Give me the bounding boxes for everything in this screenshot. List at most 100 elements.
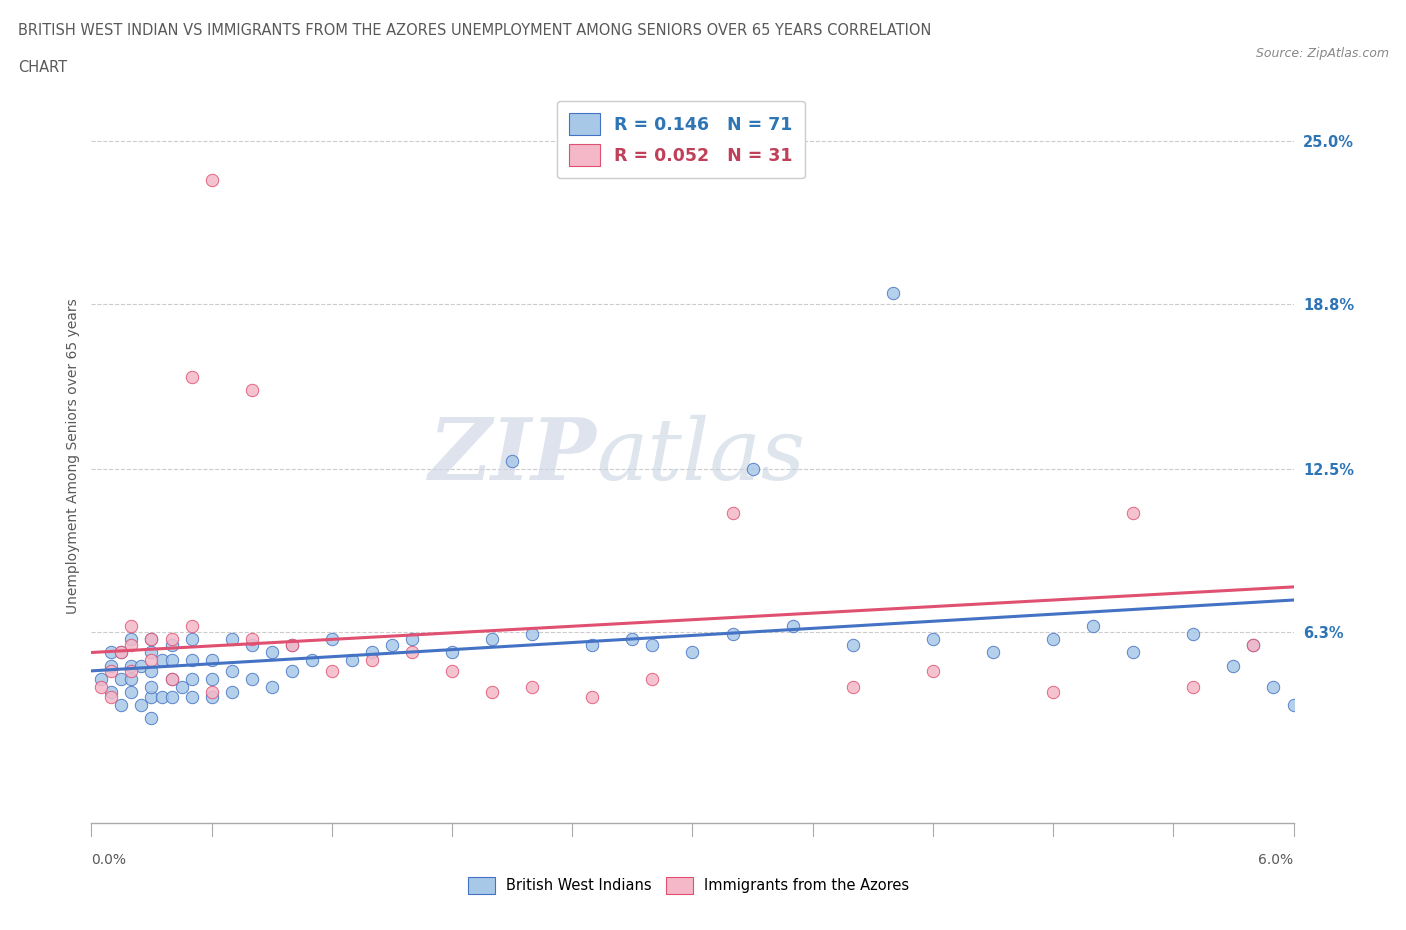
Point: [581, 637, 603, 652]
Point: [110, 671, 132, 686]
Point: [621, 632, 644, 647]
Point: [110, 698, 132, 712]
Point: [121, 671, 143, 686]
Point: [100, 645, 122, 660]
Point: [170, 679, 193, 694]
Point: [180, 690, 202, 705]
Point: [1243, 637, 1265, 652]
Point: [141, 679, 163, 694]
Point: [922, 632, 945, 647]
Point: [981, 645, 1004, 660]
Point: [201, 690, 224, 705]
Point: [141, 645, 163, 660]
Point: [240, 671, 263, 686]
Point: [681, 645, 703, 660]
Point: [90, 679, 112, 694]
Point: [160, 637, 183, 652]
Point: [882, 286, 904, 300]
Point: [121, 632, 143, 647]
Point: [201, 653, 224, 668]
Point: [121, 663, 143, 678]
Point: [340, 653, 363, 668]
Point: [520, 679, 543, 694]
Point: [321, 632, 343, 647]
Point: [1182, 679, 1205, 694]
Point: [180, 618, 202, 633]
Point: [1222, 658, 1244, 673]
Point: [141, 690, 163, 705]
Point: [1042, 684, 1064, 699]
Point: [160, 632, 183, 647]
Point: [721, 627, 744, 642]
Point: [121, 637, 143, 652]
Text: Source: ZipAtlas.com: Source: ZipAtlas.com: [1256, 46, 1389, 60]
Point: [1263, 679, 1285, 694]
Text: ZIP: ZIP: [429, 414, 596, 498]
Point: [841, 637, 863, 652]
Point: [121, 658, 143, 673]
Text: 6.0%: 6.0%: [1258, 853, 1294, 868]
Point: [221, 663, 243, 678]
Point: [150, 653, 173, 668]
Point: [321, 663, 343, 678]
Point: [100, 690, 122, 705]
Point: [922, 663, 945, 678]
Point: [110, 645, 132, 660]
Point: [360, 653, 382, 668]
Point: [221, 632, 243, 647]
Point: [201, 684, 224, 699]
Point: [240, 382, 263, 397]
Point: [1182, 627, 1205, 642]
Point: [782, 618, 804, 633]
Point: [260, 679, 283, 694]
Legend: R = 0.146   N = 71, R = 0.052   N = 31: R = 0.146 N = 71, R = 0.052 N = 31: [557, 100, 804, 179]
Point: [180, 632, 202, 647]
Point: [1083, 618, 1105, 633]
Point: [1042, 632, 1064, 647]
Point: [100, 684, 122, 699]
Point: [501, 454, 523, 469]
Point: [121, 618, 143, 633]
Point: [141, 653, 163, 668]
Point: [180, 671, 202, 686]
Point: [520, 627, 543, 642]
Point: [100, 658, 122, 673]
Point: [131, 698, 153, 712]
Point: [641, 637, 664, 652]
Point: [160, 653, 183, 668]
Point: [381, 637, 404, 652]
Point: [401, 632, 423, 647]
Point: [1243, 637, 1265, 652]
Point: [1122, 506, 1144, 521]
Point: [180, 653, 202, 668]
Point: [440, 663, 463, 678]
Text: BRITISH WEST INDIAN VS IMMIGRANTS FROM THE AZORES UNEMPLOYMENT AMONG SENIORS OVE: BRITISH WEST INDIAN VS IMMIGRANTS FROM T…: [18, 23, 932, 38]
Point: [110, 645, 132, 660]
Point: [1122, 645, 1144, 660]
Point: [141, 632, 163, 647]
Y-axis label: Unemployment Among Seniors over 65 years: Unemployment Among Seniors over 65 years: [66, 298, 80, 614]
Point: [281, 637, 304, 652]
Point: [221, 684, 243, 699]
Point: [180, 369, 202, 384]
Point: [150, 690, 173, 705]
Point: [201, 173, 224, 188]
Point: [160, 690, 183, 705]
Point: [141, 632, 163, 647]
Point: [281, 663, 304, 678]
Point: [741, 461, 763, 476]
Point: [131, 658, 153, 673]
Point: [581, 690, 603, 705]
Point: [201, 671, 224, 686]
Point: [301, 653, 323, 668]
Point: [360, 645, 382, 660]
Point: [100, 663, 122, 678]
Point: [90, 671, 112, 686]
Point: [641, 671, 664, 686]
Legend: British West Indians, Immigrants from the Azores: British West Indians, Immigrants from th…: [463, 871, 915, 899]
Point: [240, 632, 263, 647]
Point: [481, 684, 503, 699]
Point: [121, 684, 143, 699]
Point: [841, 679, 863, 694]
Text: CHART: CHART: [18, 60, 67, 75]
